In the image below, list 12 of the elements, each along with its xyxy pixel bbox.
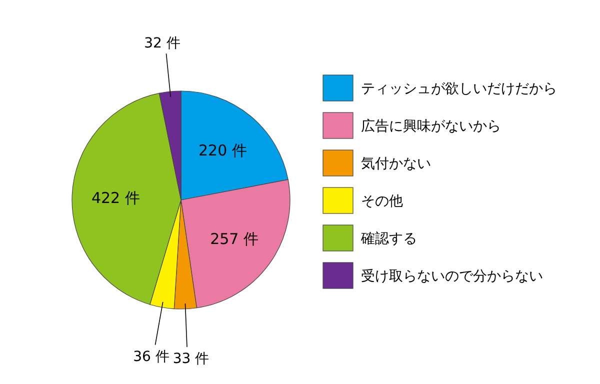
data-label: 32 件 <box>144 36 180 52</box>
data-label: 220 件 <box>198 142 247 160</box>
data-label: 33 件 <box>172 351 210 368</box>
legend-label: 受け取らないので分からない <box>361 268 543 284</box>
legend-label: 広告に興味がないから <box>361 118 501 134</box>
data-label: 257 件 <box>210 230 258 248</box>
legend-label: 確認する <box>360 231 417 247</box>
legend-label: ティッシュが欲しいだけだから <box>361 81 557 97</box>
data-label: 36 件 <box>133 348 170 365</box>
data-label: 422 件 <box>91 189 140 208</box>
legend-label: その他 <box>361 194 403 210</box>
legend-label: 気付かない <box>361 156 431 172</box>
